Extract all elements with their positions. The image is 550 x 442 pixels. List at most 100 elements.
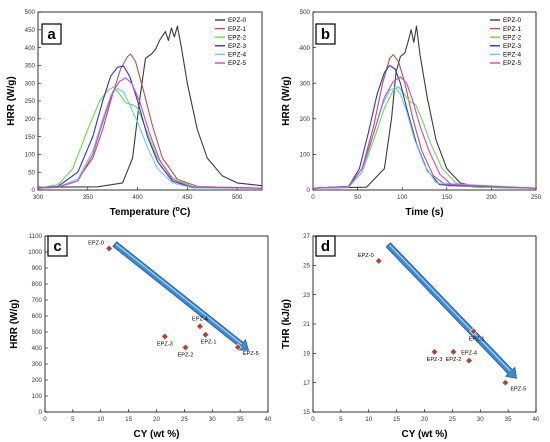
data-point-label: EPZ-1	[469, 336, 485, 342]
data-point-epz-4	[465, 356, 473, 365]
panel-letter: c	[53, 238, 61, 255]
data-point-label: EPZ-4	[192, 316, 208, 322]
x-tick-label: 40	[533, 416, 540, 423]
trend-arrow-highlight	[389, 244, 511, 372]
x-tick-label: 15	[393, 416, 400, 423]
y-tick-label: 400	[25, 45, 36, 52]
x-axis-label-text: Temperature (	[110, 207, 177, 218]
series-line-epz-5	[312, 76, 537, 189]
series-line-epz-4	[312, 86, 537, 189]
legend-label: EPZ-2	[228, 34, 247, 41]
y-tick-label: 50	[28, 169, 35, 176]
y-tick-label: 300	[25, 80, 36, 87]
panel-letter-box	[41, 23, 62, 45]
data-point-label: EPZ-1	[201, 340, 217, 346]
y-tick-label: 200	[32, 377, 43, 384]
data-point-label: EPZ-0	[88, 240, 104, 246]
legend-label: EPZ-0	[228, 17, 247, 24]
y-tick-label: 500	[32, 329, 43, 336]
x-tick-label: 0	[311, 416, 315, 423]
plot-frame	[312, 11, 537, 191]
x-tick-label: 500	[232, 194, 243, 201]
series-line-epz-2	[312, 86, 537, 189]
legend-label: EPZ-1	[228, 26, 247, 33]
data-point-label: EPZ-4	[461, 351, 477, 357]
x-tick-label: 400	[132, 194, 143, 201]
data-point-label: EPZ-3	[427, 357, 443, 363]
x-tick-label: 20	[153, 416, 160, 423]
data-point-epz-1	[201, 330, 210, 339]
x-axis-label-unit: C)	[180, 207, 191, 218]
x-tick-label: 10	[365, 416, 372, 423]
x-tick-label: 0	[311, 194, 315, 201]
x-tick-label: 15	[125, 416, 132, 423]
panel-letter: a	[47, 26, 56, 43]
panel-d: 0 5 10 15 20 25 30 35 40 15 17 19 21 23 25 27 CY (wt %) T…	[281, 233, 540, 440]
data-point-epz-5	[501, 378, 510, 387]
series-line-epz-3	[37, 65, 263, 189]
data-point-label: EPZ-2	[446, 357, 462, 363]
y-axis-label: HRR (W/g)	[281, 76, 292, 125]
panel-b: 0 50 100 150 200 250 0 100 200 300 400 500 Time (s) H…	[281, 9, 542, 218]
plot-frame	[44, 235, 269, 413]
trend-arrow-highlight	[115, 243, 242, 345]
y-tick-label: 300	[32, 361, 43, 368]
legend-label: EPZ-4	[228, 52, 247, 59]
x-tick-label: 0	[43, 416, 47, 423]
y-tick-label: 15	[303, 409, 310, 416]
x-tick-label: 300	[33, 194, 44, 201]
y-tick-label: 100	[300, 152, 311, 159]
series-line-epz-1	[312, 54, 537, 189]
legend-label: EPZ-0	[503, 17, 522, 24]
y-tick-label: 800	[32, 281, 43, 288]
y-axis-label: THR (kJ/g)	[281, 299, 292, 349]
y-tick-label: 700	[32, 297, 43, 304]
x-tick-label: 30	[477, 416, 484, 423]
panel-letter-box	[315, 23, 336, 45]
y-tick-label: 400	[300, 45, 311, 52]
y-tick-label: 600	[32, 313, 43, 320]
y-tick-label: 900	[32, 265, 43, 272]
series-line-epz-1	[37, 53, 263, 189]
y-tick-label: 350	[25, 63, 36, 70]
x-axis-label-superscript: o	[176, 206, 180, 213]
y-tick-label: 0	[32, 187, 36, 194]
x-axis-label: CY (wt %)	[402, 429, 448, 440]
x-tick-label: 200	[486, 194, 497, 201]
x-tick-label: 40	[265, 416, 272, 423]
data-point-label: EPZ-5	[510, 387, 526, 393]
panel-letter-box	[47, 235, 68, 257]
data-point-epz-5	[234, 343, 242, 352]
legend-label: EPZ-4	[503, 52, 522, 59]
data-point-epz-2	[449, 348, 458, 356]
x-tick-label: 100	[397, 194, 408, 201]
data-point-label: EPZ-5	[243, 351, 259, 357]
data-point-label: EPZ-0	[358, 253, 374, 259]
y-tick-label: 500	[300, 9, 311, 16]
x-tick-label: 10	[97, 416, 104, 423]
legend-label: EPZ-5	[503, 60, 522, 67]
y-tick-label: 300	[300, 80, 311, 87]
y-tick-label: 100	[25, 152, 36, 159]
data-point-epz-3	[430, 348, 439, 356]
y-tick-label: 150	[25, 134, 36, 141]
y-axis-label: HRR (W/g)	[6, 76, 17, 125]
y-tick-label: 200	[25, 116, 36, 123]
panel-letter: b	[321, 26, 330, 43]
x-axis-label: Time (s)	[405, 207, 443, 218]
x-tick-label: 250	[531, 194, 542, 201]
legend-label: EPZ-3	[228, 43, 247, 50]
x-tick-label: 35	[505, 416, 512, 423]
trend-arrow	[385, 242, 517, 379]
series-line-epz-2	[37, 86, 263, 189]
x-tick-label: 450	[182, 194, 193, 201]
y-tick-label: 19	[303, 351, 310, 358]
x-tick-label: 50	[354, 194, 361, 201]
y-tick-label: 200	[300, 116, 311, 123]
x-tick-label: 350	[83, 194, 94, 201]
y-tick-label: 25	[303, 263, 310, 270]
panel-letter-box	[315, 235, 336, 257]
data-point-epz-2	[181, 343, 190, 352]
x-tick-label: 30	[209, 416, 216, 423]
x-tick-label: 150	[442, 194, 453, 201]
